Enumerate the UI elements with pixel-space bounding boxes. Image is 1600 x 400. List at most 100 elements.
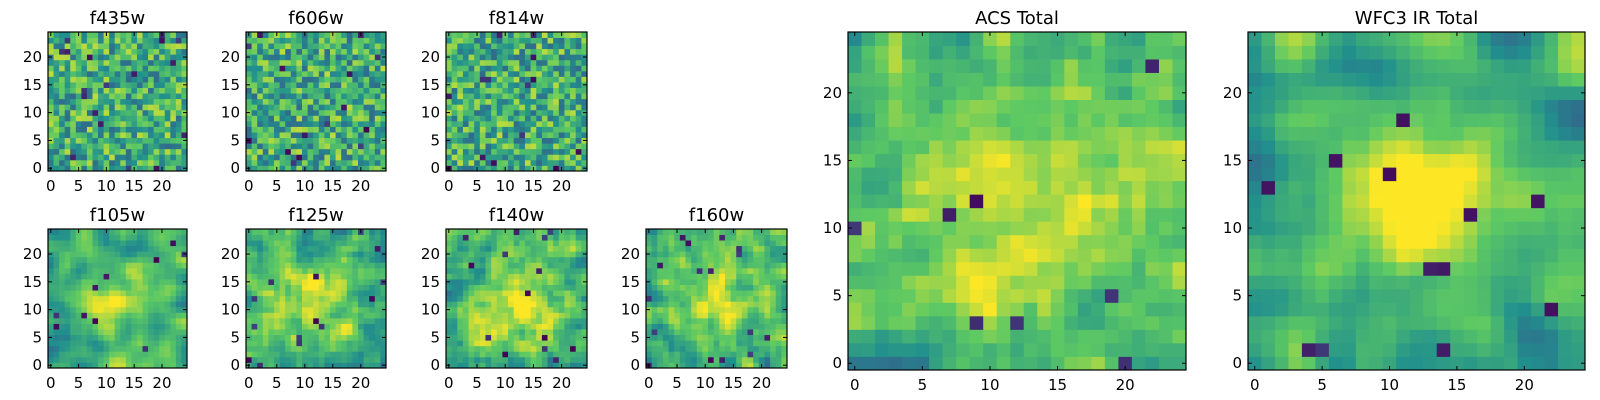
heatmap-cell — [536, 362, 543, 369]
heatmap-cell — [468, 120, 475, 127]
heatmap-cell — [457, 312, 464, 319]
heatmap-cell — [136, 262, 143, 269]
heatmap-cell — [313, 143, 320, 150]
heatmap-cell — [81, 37, 88, 44]
heatmap-cell — [341, 245, 348, 252]
heatmap-cell — [246, 59, 252, 66]
heatmap-cell — [98, 154, 104, 161]
heatmap-cell — [758, 334, 765, 341]
heatmap-cell — [553, 143, 560, 150]
heatmap-cell — [103, 256, 110, 263]
heatmap-cell — [290, 132, 297, 139]
heatmap-cell — [136, 115, 143, 122]
heatmap-cell — [564, 334, 571, 341]
heatmap-cell — [929, 302, 944, 317]
heatmap-cell — [341, 109, 348, 116]
heatmap-cell — [513, 234, 520, 241]
heatmap-cell — [274, 234, 280, 241]
heatmap-cell — [502, 54, 509, 61]
heatmap-cell — [251, 256, 258, 263]
heatmap-cell — [479, 65, 486, 72]
heatmap-cell — [164, 132, 171, 139]
y-tick-label: 0 — [32, 356, 42, 374]
heatmap-cell — [352, 273, 359, 280]
heatmap-cell — [92, 37, 99, 44]
heatmap-cell — [491, 340, 498, 347]
heatmap-cell — [120, 48, 127, 55]
heatmap-cell — [290, 126, 297, 133]
heatmap-cell — [153, 351, 160, 358]
heatmap-cell — [929, 275, 944, 290]
heatmap-cell — [719, 273, 726, 280]
heatmap-cell — [109, 351, 116, 358]
heatmap-cell — [983, 167, 998, 182]
heatmap-cell — [103, 154, 110, 161]
heatmap-cell — [330, 340, 336, 347]
heatmap-cell — [290, 98, 297, 105]
heatmap-cell — [781, 340, 788, 347]
heatmap-cell — [136, 126, 143, 133]
heatmap-cell — [536, 345, 543, 352]
heatmap-cell — [747, 251, 754, 258]
heatmap-cell — [290, 301, 297, 308]
heatmap-cell — [747, 279, 754, 285]
heatmap-cell — [164, 334, 171, 341]
heatmap-cell — [285, 340, 292, 347]
heatmap-cell — [363, 82, 370, 88]
heatmap-cell — [942, 288, 957, 303]
heatmap-cell — [285, 104, 292, 111]
heatmap-cell — [53, 262, 60, 269]
heatmap-cell — [668, 256, 675, 263]
heatmap-cell — [302, 104, 308, 111]
heatmap-cell — [929, 234, 944, 249]
heatmap-cell — [646, 312, 653, 319]
heatmap-cell — [875, 288, 889, 303]
heatmap-cell — [662, 262, 669, 269]
heatmap-cell — [724, 284, 731, 291]
heatmap-cell — [251, 334, 258, 341]
heatmap-cell — [257, 273, 264, 280]
heatmap-cell — [296, 76, 303, 83]
heatmap-cell — [508, 262, 515, 269]
heatmap-cell — [451, 159, 458, 166]
heatmap-cell — [262, 256, 269, 263]
heatmap-cell — [502, 262, 509, 269]
heatmap-cell — [764, 262, 771, 269]
heatmap-cell — [181, 76, 188, 83]
heatmap-cell — [508, 76, 515, 83]
heatmap-cell — [92, 115, 99, 122]
x-tick-label: 15 — [524, 177, 543, 195]
heatmap-cell — [662, 323, 669, 330]
heatmap-cell — [519, 345, 526, 352]
heatmap-cell — [713, 323, 720, 330]
heatmap-cell — [86, 362, 93, 369]
heatmap-cell — [81, 165, 88, 172]
heatmap-cell — [1131, 234, 1146, 249]
heatmap-cell — [1158, 356, 1173, 371]
heatmap-cell — [541, 165, 548, 172]
heatmap-cell — [679, 329, 686, 336]
heatmap-cell — [451, 329, 458, 336]
heatmap-cell — [374, 132, 381, 139]
heatmap-cell — [70, 165, 77, 172]
heatmap-cell — [307, 245, 314, 252]
heatmap-cell — [902, 180, 916, 195]
heatmap-cell — [307, 87, 314, 94]
heatmap-cell — [59, 65, 66, 72]
heatmap-cell — [98, 165, 104, 172]
x-tick-label: 10 — [696, 374, 715, 392]
heatmap-cell — [462, 93, 469, 100]
heatmap-cell — [358, 317, 364, 324]
heatmap-cell — [451, 70, 458, 77]
heatmap-cell — [59, 48, 66, 55]
heatmap-cell — [736, 329, 743, 336]
heatmap-cell — [159, 251, 166, 258]
heatmap-cell — [290, 59, 297, 66]
heatmap-cell — [307, 279, 314, 285]
heatmap-cell — [451, 279, 458, 285]
heatmap-cell — [451, 132, 458, 139]
heatmap-cell — [290, 312, 297, 319]
heatmap-cell — [702, 295, 709, 302]
heatmap-cell — [279, 306, 286, 313]
heatmap-cell — [530, 120, 537, 127]
